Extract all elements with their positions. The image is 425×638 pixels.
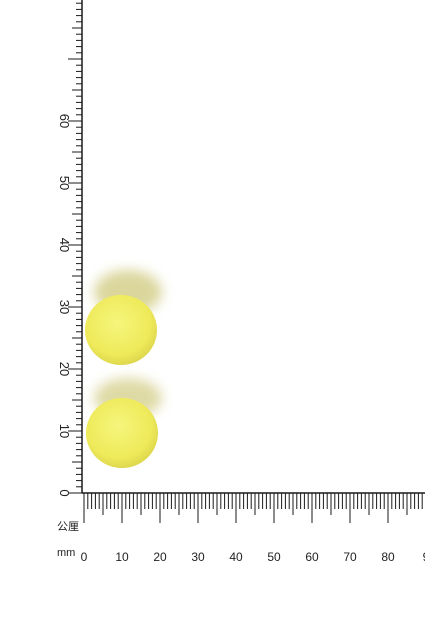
vertical-ruler-label: 10 [57, 424, 72, 438]
horizontal-ruler-label: 80 [381, 550, 395, 564]
tablet [86, 398, 158, 468]
horizontal-ruler-label: 60 [305, 550, 319, 564]
horizontal-ruler-label: 70 [343, 550, 357, 564]
tablet [85, 295, 157, 365]
horizontal-ruler-label: 10 [115, 550, 129, 564]
horizontal-ruler-label: 50 [267, 550, 281, 564]
vertical-ruler-label: 50 [57, 176, 72, 190]
vertical-ruler-label: 20 [57, 362, 72, 376]
unit-label-chinese: 公厘 [57, 521, 79, 533]
vertical-ruler-label: 30 [57, 300, 72, 314]
horizontal-ruler-label: 30 [191, 550, 205, 564]
vertical-ruler: 0 10 20 30 40 50 60 [57, 0, 83, 497]
unit-label-mm: mm [57, 547, 75, 559]
horizontal-ruler-label: 0 [81, 550, 88, 564]
vertical-ruler-label: 40 [57, 238, 72, 252]
horizontal-ruler-label: 9 [423, 550, 425, 564]
vertical-ruler-label: 60 [57, 114, 72, 128]
vertical-ruler-label: 0 [57, 489, 72, 496]
horizontal-ruler-label: 20 [153, 550, 167, 564]
horizontal-ruler-label: 40 [229, 550, 243, 564]
horizontal-ruler: 0 10 20 30 40 50 60 70 80 9 [81, 492, 425, 564]
